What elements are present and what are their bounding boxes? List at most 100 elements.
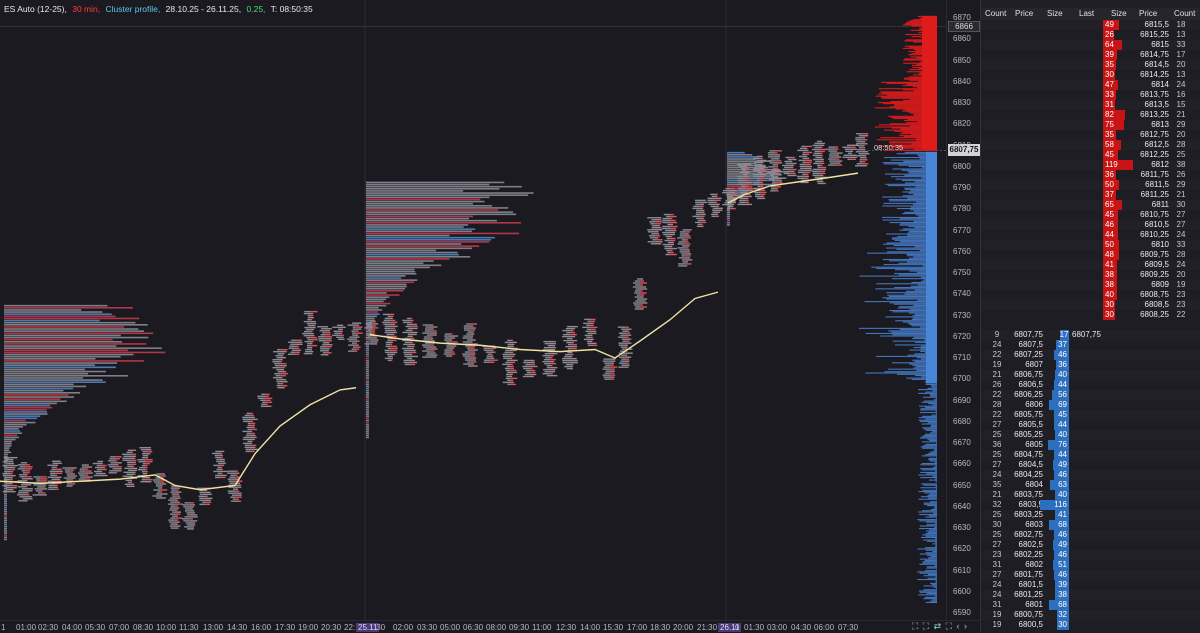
bid-size-cell[interactable]: 40	[1055, 370, 1069, 380]
dom-bid-row[interactable]: 25 6802,75 46	[981, 530, 1200, 540]
dom-ask-row[interactable]: 39 6814,75 17	[981, 50, 1200, 60]
bid-size-cell[interactable]: 46	[1053, 530, 1069, 540]
ask-size-cell[interactable]: 46	[1103, 220, 1119, 230]
dom-ask-row[interactable]: 58 6812,5 28	[981, 140, 1200, 150]
dom-ask-row[interactable]: 38 6809,25 20	[981, 270, 1200, 280]
ask-price-cell[interactable]: 6808,75	[1140, 290, 1169, 299]
bid-size-cell[interactable]: 40	[1055, 430, 1069, 440]
bid-price-cell[interactable]: 6802	[1025, 560, 1043, 569]
bid-price-cell[interactable]: 6801	[1025, 600, 1043, 609]
bid-price-cell[interactable]: 6804,75	[1014, 450, 1043, 459]
ask-size-cell[interactable]: 44	[1103, 230, 1118, 240]
ask-price-cell[interactable]: 6811,25	[1140, 190, 1169, 199]
bid-size-cell[interactable]: 30	[1057, 620, 1069, 630]
ask-size-cell[interactable]: 58	[1103, 140, 1121, 150]
dom-ask-row[interactable]: 49 6815,5 18	[981, 20, 1200, 30]
ask-price-cell[interactable]: 6812,5	[1144, 140, 1169, 149]
bid-price-cell[interactable]: 6805,5	[1018, 420, 1043, 429]
bid-size-cell[interactable]: 46	[1053, 550, 1069, 560]
ask-price-cell[interactable]: 6814,5	[1144, 60, 1169, 69]
dom-bid-row[interactable]: 21 6806,75 40	[981, 370, 1200, 380]
ask-price-cell[interactable]: 6813,25	[1140, 110, 1169, 119]
ask-price-cell[interactable]: 6809,5	[1144, 260, 1169, 269]
bid-size-cell[interactable]: 46	[1053, 470, 1069, 480]
dom-bid-row[interactable]: 24 6801,5 39	[981, 580, 1200, 590]
bid-price-cell[interactable]: 6806,5	[1018, 380, 1043, 389]
ask-price-cell[interactable]: 6814,75	[1140, 50, 1169, 59]
chart-area[interactable]: ES Auto (12-25), 30 min, Cluster profile…	[0, 0, 946, 620]
ask-price-cell[interactable]: 6810,25	[1140, 230, 1169, 239]
dom-ask-row[interactable]: 30 6808,25 22	[981, 310, 1200, 320]
dom-ask-row[interactable]: 64 6815 33	[981, 40, 1200, 50]
bid-size-cell[interactable]: 37	[1055, 340, 1069, 350]
time-axis[interactable]: 1 01:00 02:30 04:00 05:30 07:00 08:30 10:00 11:3…	[0, 620, 980, 633]
dom-bid-row[interactable]: 21 6803,75 40	[981, 490, 1200, 500]
dom-bid-row[interactable]: 26 6806,5 44	[981, 380, 1200, 390]
ask-price-cell[interactable]: 6813,5	[1144, 100, 1169, 109]
ask-size-cell[interactable]: 30	[1103, 70, 1115, 80]
bid-size-cell[interactable]: 49	[1053, 540, 1069, 550]
ask-size-cell[interactable]: 37	[1103, 190, 1117, 200]
ask-price-cell[interactable]: 6811,5	[1145, 180, 1169, 189]
ask-price-cell[interactable]: 6811,75	[1140, 170, 1169, 179]
dom-bid-row[interactable]: 27 6801,75 46	[981, 570, 1200, 580]
dom-bid-row[interactable]: 22 6806,25 56	[981, 390, 1200, 400]
bid-size-cell[interactable]: 38	[1055, 590, 1069, 600]
ask-size-cell[interactable]: 65	[1103, 200, 1122, 210]
dom-bid-row[interactable]: 22 6805,75 45	[981, 410, 1200, 420]
bid-price-cell[interactable]: 6805,75	[1014, 410, 1043, 419]
ask-size-cell[interactable]: 39	[1103, 50, 1117, 60]
dom-ask-row[interactable]: 50 6811,5 29	[981, 180, 1200, 190]
dom-ask-row[interactable]: 30 6814,25 13	[981, 70, 1200, 80]
bid-size-cell[interactable]: 49	[1053, 460, 1069, 470]
bid-size-cell[interactable]: 69	[1049, 400, 1069, 410]
dom-bid-row[interactable]: 28 6806 69	[981, 400, 1200, 410]
instrument-label[interactable]: ES Auto (12-25),	[4, 4, 67, 14]
bid-size-cell[interactable]: 45	[1054, 410, 1069, 420]
bid-price-cell[interactable]: 6804,5	[1018, 460, 1043, 469]
dom-bid-row[interactable]: 24 6804,25 46	[981, 470, 1200, 480]
chart-navigation-tools[interactable]: ⛶ ⛶ ⇄ ⛶ ‹ ›	[912, 621, 968, 631]
bid-price-cell[interactable]: 6807,25	[1014, 350, 1043, 359]
ask-price-cell[interactable]: 6810,75	[1140, 210, 1169, 219]
bid-size-cell[interactable]: 76	[1047, 440, 1069, 450]
bid-size-cell[interactable]: 44	[1054, 380, 1069, 390]
dom-bid-row[interactable]: 23 6802,25 46	[981, 550, 1200, 560]
ask-size-cell[interactable]: 47	[1103, 80, 1119, 90]
ask-price-cell[interactable]: 6814,25	[1140, 70, 1169, 79]
dom-ask-row[interactable]: 45 6812,25 25	[981, 150, 1200, 160]
ask-price-cell[interactable]: 6815,25	[1140, 30, 1169, 39]
price-axis[interactable]: 6866 6807,75 6870 6860 6850 6840 6830 6820 681…	[946, 0, 980, 620]
bid-size-cell[interactable]: 32	[1056, 610, 1069, 620]
ask-price-cell[interactable]: 6815,5	[1144, 20, 1169, 29]
ask-size-cell[interactable]: 40	[1103, 290, 1117, 300]
ask-price-cell[interactable]: 6812	[1151, 160, 1169, 169]
bid-price-cell[interactable]: 6803,75	[1014, 490, 1043, 499]
bid-price-cell[interactable]: 6806,25	[1014, 390, 1043, 399]
dom-ask-row[interactable]: 40 6808,75 23	[981, 290, 1200, 300]
dom-bid-row[interactable]: 19 6800,75 32	[981, 610, 1200, 620]
dom-ask-row[interactable]: 41 6809,5 24	[981, 260, 1200, 270]
ask-size-cell[interactable]: 119	[1103, 160, 1133, 170]
dom-bid-row[interactable]: 25 6805,25 40	[981, 430, 1200, 440]
ask-price-cell[interactable]: 6809	[1151, 280, 1169, 289]
dom-bid-row[interactable]: 25 6804,75 44	[981, 450, 1200, 460]
bid-price-cell[interactable]: 6802,5	[1018, 540, 1043, 549]
dom-ask-row[interactable]: 47 6814 24	[981, 80, 1200, 90]
bid-size-cell[interactable]: 44	[1054, 420, 1069, 430]
bid-price-cell[interactable]: 6807,75	[1014, 330, 1043, 339]
bid-price-cell[interactable]: 6806	[1025, 400, 1043, 409]
bid-size-cell[interactable]: 46	[1053, 570, 1069, 580]
ask-size-cell[interactable]: 48	[1103, 250, 1119, 260]
ask-size-cell[interactable]: 35	[1103, 130, 1116, 140]
ask-size-cell[interactable]: 38	[1103, 270, 1117, 280]
dom-bid-row[interactable]: 19 6800,5 30	[981, 620, 1200, 630]
ask-price-cell[interactable]: 6814	[1151, 80, 1169, 89]
bid-price-cell[interactable]: 6804,25	[1014, 470, 1043, 479]
dom-bid-row[interactable]: 19 6807 36	[981, 360, 1200, 370]
bid-price-cell[interactable]: 6800,5	[1018, 620, 1043, 629]
ask-price-cell[interactable]: 6815	[1151, 40, 1169, 49]
ask-size-cell[interactable]: 35	[1103, 60, 1116, 70]
dom-ask-row[interactable]: 46 6810,5 27	[981, 220, 1200, 230]
ask-price-cell[interactable]: 6808,25	[1140, 310, 1169, 319]
